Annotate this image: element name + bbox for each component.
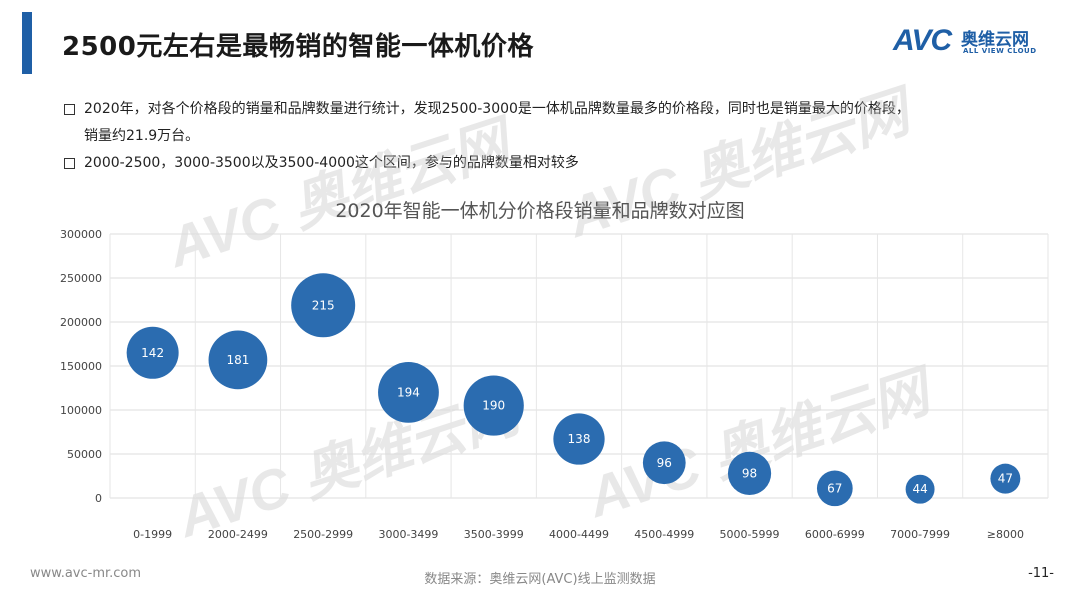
x-tick-label: 3500-3999 [464,528,524,541]
bullet-text: 2020年，对各个价格段的销量和品牌数量进行统计，发现2500-3000是一体机… [84,101,910,117]
bubble [126,326,179,379]
x-tick-label: 5000-5999 [720,528,780,541]
x-tick-label: 7000-7999 [890,528,950,541]
bubble-label: 190 [482,399,505,413]
y-tick-label: 150000 [60,360,102,373]
logo-cn-text: 奥维云网 [961,30,1029,50]
x-tick-label: 6000-6999 [805,528,865,541]
square-bullet-icon [64,104,75,115]
x-tick-label: 4000-4499 [549,528,609,541]
y-tick-label: 50000 [67,448,102,461]
chart-title: 2020年智能一体机分价格段销量和品牌数对应图 [335,200,745,222]
x-tick-label: 2500-2999 [293,528,353,541]
bullet-text: 2000-2500，3000-3500以及3500-4000这个区间，参与的品牌… [84,155,579,171]
bubble [642,441,686,485]
square-bullet-icon [64,158,75,169]
bubble [553,413,605,465]
y-tick-label: 100000 [60,404,102,417]
bubble [905,474,935,504]
x-tick-label: ≥8000 [987,528,1024,541]
x-tick-label: 3000-3499 [378,528,438,541]
bullet-list: 2020年，对各个价格段的销量和品牌数量进行统计，发现2500-3000是一体机… [64,96,1054,177]
bubble-label: 138 [568,432,591,446]
title-accent-bar [22,12,32,74]
y-tick-label: 300000 [60,228,102,241]
y-tick-label: 250000 [60,272,102,285]
bubble [291,273,356,338]
logo-mark: AVC [893,24,952,57]
logo-en-text: ALL VIEW CLOUD [963,47,1037,55]
bubble [208,330,268,390]
page-title: 2500元左右是最畅销的智能一体机价格 [62,32,534,62]
y-tick-label: 200000 [60,316,102,329]
bubble-label: 98 [742,466,757,480]
bubble [463,375,524,436]
page-number: -11- [1028,566,1054,581]
bubble-label: 215 [312,298,335,312]
bubble-label: 44 [912,482,927,496]
footer-source: 数据来源：奥维云网(AVC)线上监测数据 [424,572,656,587]
x-tick-label: 2000-2499 [208,528,268,541]
bubble [816,470,853,507]
bullet-text-continued: 销量约21.9万台。 [84,128,200,144]
x-tick-label: 4500-4999 [634,528,694,541]
footer-url: www.avc-mr.com [30,566,142,581]
bubble-label: 142 [141,346,164,360]
bubble [990,463,1021,494]
x-tick-label: 0-1999 [133,528,172,541]
bubble [378,362,439,423]
bullet-item: 2000-2500，3000-3500以及3500-4000这个区间，参与的品牌… [64,150,1054,177]
bubble-label: 181 [226,353,249,367]
bubble-label: 96 [657,456,672,470]
avc-logo: AVC 奥维云网 ALL VIEW CLOUD [893,22,1063,62]
bubble-label: 47 [998,472,1013,486]
bullet-item: 2020年，对各个价格段的销量和品牌数量进行统计，发现2500-3000是一体机… [64,96,1054,150]
bubble-label: 67 [827,481,842,495]
bubble-label: 194 [397,385,420,399]
bubble [727,451,772,495]
y-tick-label: 0 [95,492,102,505]
